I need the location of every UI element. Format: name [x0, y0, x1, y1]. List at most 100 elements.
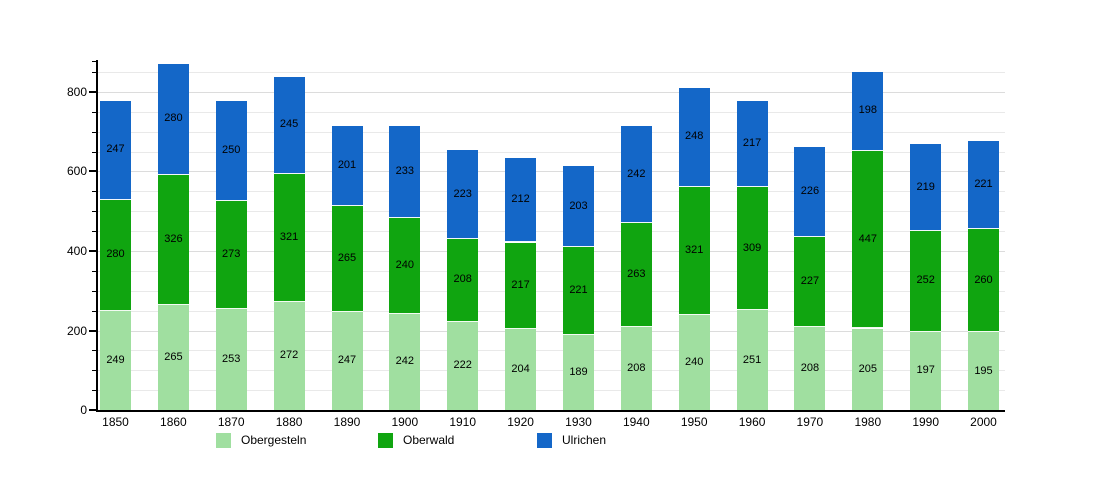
bar-value-label: 204 — [511, 362, 530, 375]
y-axis-minor-tick — [92, 231, 96, 232]
bar-segment-obergesteln-1930: 189 — [563, 334, 594, 410]
bar-value-label: 208 — [453, 273, 472, 286]
bar-segment-oberwald-1930: 221 — [563, 246, 594, 335]
gridline — [98, 171, 1005, 173]
bar-segment-obergesteln-2000: 195 — [968, 332, 999, 410]
y-axis-minor-tick — [92, 151, 96, 153]
x-axis-tick-label: 2000 — [970, 415, 997, 429]
bar-value-label: 242 — [627, 167, 646, 180]
bar-value-label: 240 — [685, 355, 704, 368]
y-axis-tick-label: 400 — [66, 243, 87, 258]
x-axis-tick-label: 1870 — [217, 415, 245, 429]
bar-value-label: 280 — [106, 248, 125, 261]
bar-value-label: 217 — [742, 137, 762, 150]
bar-segment-oberwald-1850: 280 — [100, 199, 131, 311]
bar-segment-ulrichen-1990: 219 — [910, 144, 942, 232]
bar-segment-oberwald-1900: 240 — [389, 218, 421, 314]
gridline — [98, 211, 1005, 213]
y-axis-major-tick — [89, 90, 96, 93]
y-axis-minor-tick — [92, 71, 96, 73]
bar-segment-obergesteln-1990: 197 — [910, 331, 942, 410]
bar-segment-ulrichen-1850: 247 — [100, 101, 131, 200]
bar-value-label: 221 — [974, 178, 993, 191]
bar-value-label: 223 — [453, 187, 472, 200]
x-axis-tick-label: 1940 — [622, 415, 650, 429]
legend-swatch-oberwald — [378, 432, 393, 448]
x-axis-tick-label: 1910 — [449, 415, 477, 429]
y-axis-major-tick — [89, 409, 96, 411]
y-axis-line — [96, 60, 98, 412]
bar-value-label: 205 — [858, 362, 877, 375]
bar-segment-oberwald-1880: 321 — [273, 174, 305, 302]
bar-value-label: 263 — [627, 267, 646, 280]
bar-segment-oberwald-1960: 309 — [736, 187, 768, 311]
gridline — [98, 151, 1005, 153]
y-axis-minor-tick — [92, 390, 96, 392]
bar-value-label: 208 — [627, 362, 646, 375]
y-axis-cap-tick — [92, 61, 96, 62]
x-axis-tick-label: 1970 — [796, 415, 824, 429]
y-axis-minor-tick — [92, 211, 96, 213]
legend-swatch-obergesteln — [216, 432, 231, 448]
y-axis-minor-tick — [92, 370, 96, 372]
x-axis-tick-label: 1960 — [738, 415, 766, 429]
gridline — [98, 330, 1005, 332]
bar-value-label: 326 — [164, 232, 183, 245]
x-axis-tick-label: 1890 — [333, 415, 361, 429]
legend-label: Ulrichen — [562, 432, 607, 447]
bar-segment-obergesteln-1910: 222 — [447, 321, 479, 410]
bar-value-label: 198 — [858, 104, 877, 117]
bar-segment-oberwald-1860: 326 — [157, 174, 189, 305]
bar-segment-ulrichen-2000: 221 — [968, 141, 999, 229]
bar-segment-oberwald-1870: 273 — [215, 200, 247, 310]
bar-value-label: 245 — [279, 118, 299, 131]
bar-value-label: 219 — [916, 180, 935, 193]
bar-value-label: 280 — [164, 112, 183, 125]
bar-value-label: 321 — [279, 230, 299, 243]
bar-value-label: 273 — [222, 248, 241, 261]
bar-segment-oberwald-1920: 217 — [505, 242, 537, 329]
bar-value-label: 249 — [106, 354, 125, 366]
x-axis-tick-label: 1930 — [565, 415, 592, 429]
bar-segment-obergesteln-1880: 272 — [273, 301, 305, 410]
bar-value-label: 240 — [395, 259, 414, 272]
gridline — [98, 71, 1005, 73]
bar-value-label: 321 — [685, 243, 704, 256]
bar-segment-ulrichen-1980: 198 — [852, 71, 884, 151]
x-axis-tick-label: 1860 — [160, 415, 187, 429]
bar-value-label: 253 — [222, 353, 241, 366]
y-axis-tick-label: 600 — [66, 164, 87, 179]
bar-value-label: 265 — [337, 252, 357, 265]
bar-value-label: 208 — [800, 362, 820, 375]
y-axis-minor-tick — [92, 131, 96, 133]
gridline — [98, 350, 1005, 352]
bar-segment-ulrichen-1860: 280 — [157, 63, 189, 175]
y-axis-major-tick — [89, 170, 96, 173]
bar-value-label: 247 — [337, 354, 357, 367]
legend-item-obergesteln: Obergesteln — [216, 432, 306, 448]
bar-segment-obergesteln-1900: 242 — [389, 313, 421, 411]
gridline — [98, 390, 1005, 392]
bar-value-label: 221 — [569, 283, 588, 296]
bar-segment-ulrichen-1940: 242 — [620, 126, 652, 223]
y-axis-tick-label: 200 — [66, 323, 87, 338]
bar-value-label: 233 — [395, 164, 414, 177]
gridline — [98, 310, 1005, 312]
bar-segment-ulrichen-1920: 212 — [505, 158, 537, 243]
bar-value-label: 260 — [974, 273, 993, 286]
bar-segment-ulrichen-1900: 233 — [389, 125, 421, 219]
bar-value-label: 195 — [974, 364, 993, 377]
bar-value-label: 242 — [395, 355, 414, 368]
bar-segment-obergesteln-1940: 208 — [620, 327, 652, 410]
gridline — [98, 270, 1005, 272]
bar-segment-obergesteln-1950: 240 — [678, 314, 710, 410]
bar-value-label: 201 — [337, 159, 357, 172]
bar-value-label: 250 — [222, 144, 241, 157]
x-axis-tick-label: 1980 — [854, 415, 882, 429]
gridline — [98, 250, 1005, 252]
y-axis-minor-tick — [92, 191, 96, 193]
gridline — [98, 131, 1005, 133]
bar-value-label: 248 — [685, 130, 704, 143]
bar-segment-oberwald-1940: 263 — [620, 222, 652, 328]
